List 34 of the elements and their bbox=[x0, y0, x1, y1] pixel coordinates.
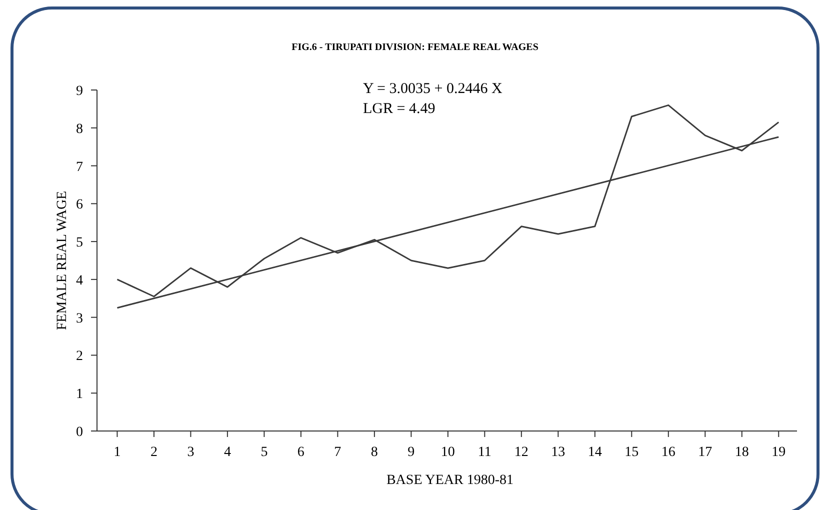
x-tick-label: 6 bbox=[297, 445, 304, 460]
y-tick-label: 7 bbox=[76, 160, 83, 175]
x-tick-label: 14 bbox=[588, 445, 602, 460]
y-tick-label: 3 bbox=[76, 311, 83, 326]
x-tick-label: 15 bbox=[624, 445, 639, 460]
x-tick-label: 17 bbox=[698, 445, 712, 460]
x-tick-label: 11 bbox=[478, 445, 492, 460]
x-tick-label: 12 bbox=[514, 445, 528, 460]
x-tick-label: 16 bbox=[661, 445, 676, 460]
annotation: Y = 3.0035 + 0.2446 X bbox=[363, 81, 502, 97]
y-tick-label: 6 bbox=[76, 198, 83, 213]
x-tick-label: 7 bbox=[334, 445, 342, 460]
y-axis-title: FEMALE REAL WAGE bbox=[55, 190, 70, 330]
x-tick-label: 5 bbox=[260, 445, 268, 460]
x-tick-label: 1 bbox=[114, 445, 121, 460]
y-tick-label: 8 bbox=[76, 122, 83, 137]
annotation: LGR = 4.49 bbox=[363, 101, 436, 117]
x-tick-label: 19 bbox=[772, 445, 786, 460]
y-tick-label: 4 bbox=[76, 273, 83, 288]
y-tick-label: 0 bbox=[76, 425, 83, 440]
x-tick-label: 8 bbox=[370, 445, 378, 460]
y-tick-label: 9 bbox=[76, 84, 83, 99]
y-tick-label: 1 bbox=[76, 387, 83, 402]
x-tick-label: 9 bbox=[408, 445, 415, 460]
x-tick-label: 10 bbox=[440, 445, 455, 460]
x-tick-label: 2 bbox=[150, 445, 158, 460]
chart-title: FIG.6 - TIRUPATI DIVISION: FEMALE REAL WAGES bbox=[292, 42, 539, 53]
x-tick-label: 4 bbox=[224, 445, 231, 460]
x-tick-label: 3 bbox=[187, 445, 194, 460]
x-axis-title: BASE YEAR 1980-81 bbox=[386, 473, 514, 488]
x-tick-label: 18 bbox=[734, 445, 749, 460]
y-tick-label: 5 bbox=[76, 236, 83, 251]
y-tick-label: 2 bbox=[76, 349, 83, 364]
x-tick-label: 13 bbox=[551, 445, 566, 460]
